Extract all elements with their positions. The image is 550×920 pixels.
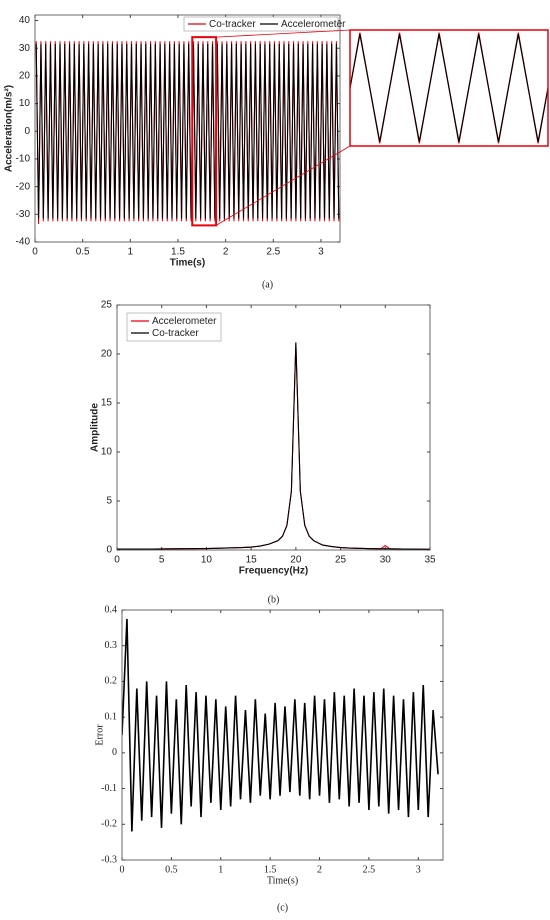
y-tick-label: 0: [112, 747, 117, 758]
legend-box: [126, 312, 222, 342]
y-tick-label: -30: [16, 209, 31, 220]
legend-label: Accelerometer: [152, 316, 217, 327]
x-tick-label: 0: [32, 247, 38, 258]
y-tick-label: 10: [19, 98, 31, 109]
x-axis-label: Time(s): [170, 258, 205, 269]
y-tick-label: 30: [19, 43, 31, 54]
chart: 0 0.5 1 1.5 2 2.5 3 -0.3 -0.2 -0.1 0 0.1 0.2 0.3 0.4 Ti…: [94, 604, 444, 913]
x-tick-label: 5: [159, 555, 165, 566]
legend-label: Accelerometer: [281, 19, 346, 30]
y-axis-label: Acceleration(m/s²): [4, 85, 15, 172]
y-tick-label: -0.3: [101, 854, 117, 865]
x-tick-label: 25: [335, 555, 347, 566]
y-tick-label: -20: [16, 181, 31, 192]
y-tick-label: 0.2: [105, 676, 118, 687]
axes-box: [116, 304, 431, 551]
data-line: [122, 618, 439, 832]
caption: (a): [262, 279, 273, 290]
x-tick-label: 0.5: [165, 864, 178, 875]
y-tick-label: 10: [101, 447, 113, 458]
legend-label: Co-tracker: [152, 328, 199, 339]
inset-box: [349, 29, 549, 147]
x-tick-label: 30: [380, 555, 392, 566]
x-tick-label: 10: [201, 555, 213, 566]
plot-area: [117, 305, 430, 550]
x-tick-label: 1: [128, 247, 134, 258]
data-line: [35, 44, 340, 219]
caption: (c): [277, 902, 288, 913]
legend-label: Co-tracker: [209, 19, 256, 30]
axes-box: [34, 14, 341, 243]
y-tick-label: -0.1: [101, 783, 117, 794]
y-tick-label: 25: [101, 300, 113, 311]
axes-box: [121, 609, 444, 861]
x-tick-label: 15: [246, 555, 258, 566]
x-axis-label: Time(s): [267, 875, 298, 886]
y-tick-label: 20: [101, 349, 113, 360]
y-tick-label: -40: [16, 237, 31, 248]
caption: (b): [268, 594, 280, 605]
x-tick-label: 1.5: [264, 864, 277, 875]
y-axis-label: Error: [94, 724, 105, 746]
y-axis-label: Amplitude: [90, 403, 101, 452]
y-tick-label: -10: [16, 154, 31, 165]
y-tick-label: 0: [106, 545, 112, 556]
x-tick-label: 35: [424, 555, 436, 566]
y-tick-label: 5: [106, 496, 112, 507]
x-tick-label: 2: [317, 864, 322, 875]
x-tick-label: 0: [114, 555, 120, 566]
zoom-connector: [215, 145, 351, 226]
y-tick-label: 0: [24, 126, 30, 137]
x-tick-label: 2: [223, 247, 229, 258]
x-tick-label: 2.5: [266, 247, 280, 258]
y-tick-label: 0.3: [105, 640, 118, 651]
y-tick-label: -0.2: [101, 819, 117, 830]
y-tick-label: 40: [19, 15, 31, 26]
chart: 0 5 10 15 20 25 30 35 0 5 10 15 20 25 Frequency(Hz) Amp…: [90, 300, 436, 606]
zoom-connector: [216, 29, 351, 38]
x-tick-label: 3: [416, 864, 421, 875]
y-tick-label: 0.4: [105, 604, 118, 615]
chart: 0 0.5 1 1.5 2 2.5 3 -40 -30 -20 -10 0 10 20 30 40 Time(s…: [4, 14, 549, 290]
x-tick-label: 20: [290, 555, 302, 566]
x-tick-label: 2.5: [363, 864, 376, 875]
x-tick-label: 3: [318, 247, 324, 258]
data-line: [117, 342, 430, 550]
y-tick-label: 15: [101, 398, 113, 409]
y-tick-label: 20: [19, 71, 31, 82]
x-tick-label: 1.5: [171, 247, 185, 258]
x-axis-label: Frequency(Hz): [239, 566, 308, 577]
zoom-region: [191, 36, 218, 227]
x-tick-label: 1: [218, 864, 223, 875]
x-tick-label: 0: [120, 864, 125, 875]
x-tick-label: 0.5: [76, 247, 90, 258]
y-tick-label: 0.1: [105, 711, 118, 722]
